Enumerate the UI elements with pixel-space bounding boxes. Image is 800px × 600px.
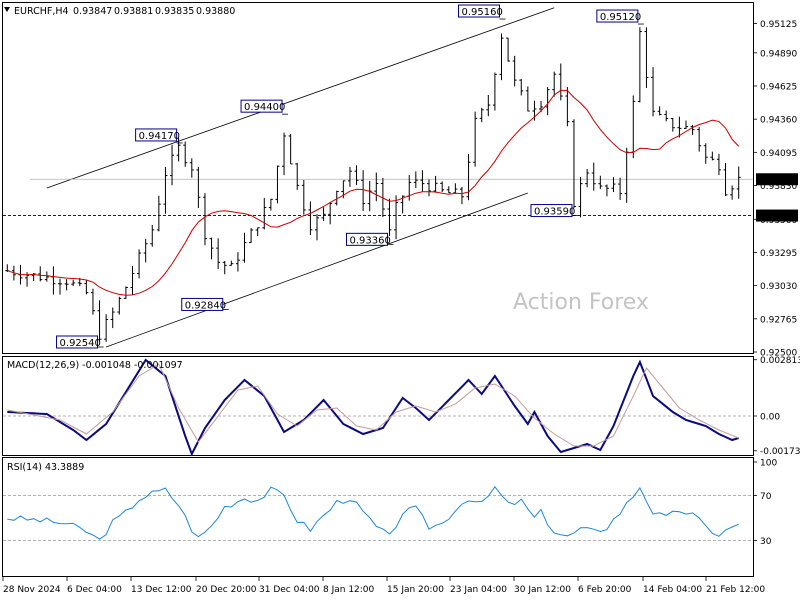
channel-lower-line: [105, 192, 528, 348]
collapse-triangle-icon[interactable]: [4, 7, 10, 12]
price-label-box: [240, 99, 283, 113]
price-axis-label: 0.93830: [760, 182, 797, 192]
price-axis-label: 0.93295: [760, 249, 797, 259]
time-axis-label: 6 Dec 04:00: [67, 585, 122, 595]
price-plot: 0.92540 0.94170 0.92840 0.94400 0.93360 0.951…: [3, 4, 753, 349]
price-axis-label: 0.94625: [760, 82, 797, 92]
rsi-axis-label: 100: [760, 459, 777, 469]
price-label-box: [56, 335, 99, 349]
rsi-line: [7, 485, 739, 540]
support-price-box: [756, 209, 798, 222]
price-axis-label: 0.94360: [760, 116, 797, 126]
price-label-box: [596, 9, 639, 23]
time-axis-label: 28 Nov 2024: [3, 585, 61, 595]
time-axis-label: 23 Jan 04:00: [450, 585, 507, 595]
low-value: 0.93835: [155, 6, 194, 17]
price-axis-label: 0.92500: [760, 349, 797, 359]
price-label-text: 0.95120: [600, 12, 641, 23]
price-axis-label: 0.94890: [760, 49, 797, 59]
macd-signal-line: [7, 363, 739, 447]
price-label-text: 0.94400: [244, 102, 285, 113]
time-axis-label: 14 Feb 04:00: [643, 585, 702, 595]
support-price-box-text: 0.93590: [759, 212, 796, 222]
price-label-text: 0.92540: [60, 338, 101, 349]
price-label-box: [457, 4, 500, 18]
macd-axis-label: 0.00: [760, 413, 780, 423]
price-axis-label: 0.92765: [760, 315, 797, 325]
price-label-text: 0.95160: [461, 7, 502, 18]
close-value: 0.93880: [196, 6, 235, 17]
rsi-plot: [3, 485, 753, 541]
price-label-box: [181, 297, 224, 311]
macd-plot: [3, 358, 753, 457]
price-label-text: 0.93360: [349, 235, 390, 246]
time-axis-label: 30 Jan 12:00: [514, 585, 571, 595]
rsi-title: RSI(14) 43.3889: [7, 462, 84, 473]
macd-axis-label: -0.001737: [760, 447, 800, 457]
time-axis-label: 13 Dec 12:00: [131, 585, 192, 595]
current-price-box: [756, 173, 798, 186]
time-axis-label: 31 Dec 04:00: [259, 585, 320, 595]
rsi-axis-label: 30: [760, 537, 772, 547]
chart-header: EURCHF,H4 0.93847 0.93881 0.93835 0.9388…: [4, 6, 235, 17]
time-axis-label: 21 Feb 12:00: [706, 585, 765, 595]
time-axis-label: 20 Dec 20:00: [196, 585, 257, 595]
macd-panel-frame: [2, 356, 754, 456]
axes: 0.95125 0.94890 0.94625 0.94360 0.94095 0.938…: [2, 20, 800, 595]
current-price-box-text: 0.93880: [759, 176, 796, 186]
channel-upper-line: [46, 7, 555, 189]
price-label-text: 0.94170: [139, 131, 180, 142]
time-axis-label: 6 Feb 20:00: [578, 585, 632, 595]
moving-average-line: [7, 89, 740, 296]
price-label-text: 0.92840: [185, 300, 226, 311]
symbol-label: EURCHF,H4: [14, 6, 69, 17]
high-value: 0.93881: [114, 6, 153, 17]
price-label-text: 0.93590: [534, 207, 575, 218]
macd-title: MACD(12,26,9) -0.001048 -0.001097: [7, 360, 183, 371]
price-label-box: [135, 128, 178, 142]
price-axis-label: 0.95125: [760, 20, 797, 30]
price-axis-label: 0.94095: [760, 149, 797, 159]
price-label-box: [345, 232, 388, 246]
price-axis-label: 0.93030: [760, 282, 797, 292]
macd-main-line: [7, 358, 739, 457]
watermark: Action Forex: [513, 290, 649, 315]
time-axis-label: 8 Jan 12:00: [323, 585, 375, 595]
open-value: 0.93847: [73, 6, 112, 17]
macd-axis-label: 0.002813: [760, 356, 800, 366]
rsi-axis-label: 70: [760, 492, 772, 502]
time-axis-label: 15 Jan 20:00: [387, 585, 444, 595]
price-label-box: [530, 204, 573, 218]
rsi-panel-frame: [2, 457, 754, 577]
